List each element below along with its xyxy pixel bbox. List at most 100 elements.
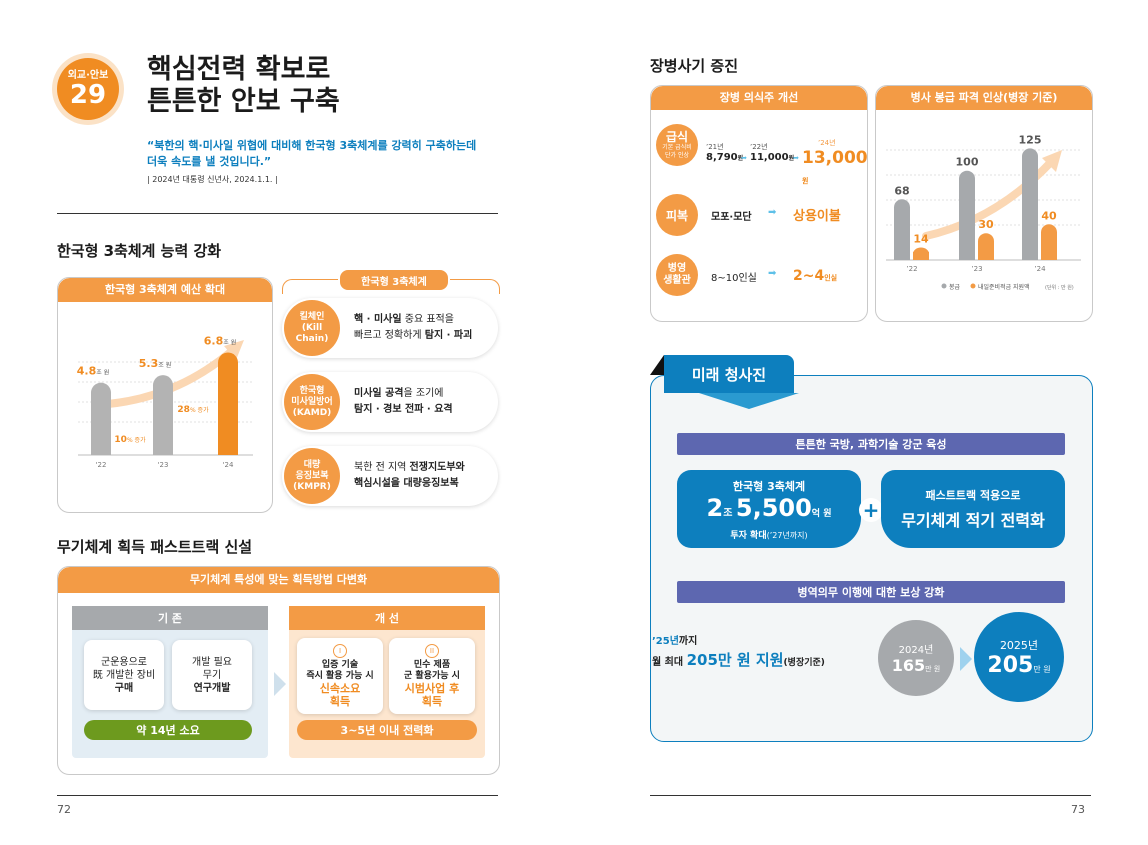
budget-bar <box>91 382 111 455</box>
system-item-tag-line: 미사일방어 <box>291 396 333 407</box>
support-note: (병장기준) <box>783 658 825 668</box>
improved-header: 개 선 <box>289 606 485 630</box>
budget-chart-header: 한국형 3축체계 예산 확대 <box>58 278 272 302</box>
future-badge-tab <box>650 355 664 375</box>
salary-bar <box>894 199 910 260</box>
fasttrack-box: 무기체계 특성에 맞는 획득방법 다변화 기 존 군운용으로 既 개발한 장비 구매… <box>57 566 500 775</box>
arrow-icon: ➡ <box>768 207 777 218</box>
system-item-text-bold: 전쟁지도부와 <box>409 462 465 473</box>
life-header: 장병 의식주 개선 <box>651 86 867 110</box>
tag-barracks-line2: 생활관 <box>663 275 691 286</box>
meal-2021-value: 8,790 <box>706 152 738 163</box>
quote: “북한의 핵·미사일 위협에 대비해 한국형 3축체계를 강력히 구축하는데 더… <box>147 138 476 170</box>
plus-icon: + <box>859 498 883 522</box>
system-item-tag-line: 킬체인 <box>299 311 325 322</box>
salary-2024-circle: 2024년 165만 원 <box>878 620 954 696</box>
page-title: 핵심전력 확보로 튼튼한 안보 구축 <box>147 54 340 118</box>
quote-line1: “북한의 핵·미사일 위협에 대비해 한국형 3축체계를 강력히 구축하는데 <box>147 139 477 152</box>
tag-clothing: 피복 <box>656 194 698 236</box>
budget-value-label: 4.8조 원 <box>77 365 109 378</box>
left-page: 외교·안보 29 핵심전력 확보로 튼튼한 안보 구축 “북한의 핵·미사일 위… <box>52 53 500 816</box>
future-box2: 패스트트랙 적용으로 무기체계 적기 전력화 <box>881 470 1065 548</box>
meal-2024-unit: 원 <box>802 177 809 185</box>
budget-chart-card: 한국형 3축체계 예산 확대 4.8조 원 '22 5.3조 원 '23 6.8조 원 '… <box>57 277 273 513</box>
tag-barracks-line1: 병영 <box>667 263 687 274</box>
badge-label: 외교·안보 <box>67 69 109 81</box>
salary-value-label: 100 <box>956 156 979 169</box>
system-item-text-bold: 탐지 · 경보 전파 · 요격 <box>354 404 453 415</box>
title-line1: 핵심전력 확보로 <box>147 54 331 85</box>
future-badge-label: 미래 청사진 <box>691 365 767 384</box>
improved-panel: 개 선 I 입증 기술 즉시 활용 가능 시 신속소요 획득 II 민수 제품 군 활용가능 … <box>289 606 485 758</box>
tag-barracks: 병영 생활관 <box>656 254 698 296</box>
salary-card: 병사 봉급 파격 인상(병장 기준) 68 100 125 14 30 40 ’22 ’23 ’… <box>875 85 1093 322</box>
section1-title: 한국형 3축체계 능력 강화 <box>57 242 222 260</box>
future-bar1: 튼튼한 국방, 과학기술 강군 육성 <box>677 433 1065 455</box>
improved-card-line: 입증 기술 <box>321 660 359 670</box>
plus-label: + <box>862 498 880 522</box>
support-year: ’25년 <box>652 636 679 647</box>
salary-bar-base <box>978 252 994 260</box>
tag-meal-label: 급식 <box>665 129 689 144</box>
divider-bottom-left <box>57 795 498 796</box>
system-item-text-bold: 핵심시설을 대량응징보복 <box>354 478 459 489</box>
growth-label: 28% 증가 <box>177 405 209 415</box>
meal-2024-year: ’24년 <box>818 139 836 147</box>
salary-bar <box>1022 148 1038 260</box>
title-line2: 튼튼한 안보 구축 <box>147 86 340 117</box>
system-item: 킬체인 (Kill Chain) 핵 · 미사일 중요 표적을 빠르고 정확하게 탐지… <box>282 298 498 358</box>
tag-meal-sub1: 기본 급식비 <box>662 143 692 151</box>
existing-card: 군운용으로 既 개발한 장비 구매 <box>84 640 164 710</box>
future-box1-line1: 한국형 3축체계 <box>732 479 806 493</box>
future-box1-unit2: 억 원 <box>811 508 832 519</box>
salary-2025-unit: 만 원 <box>1033 664 1051 674</box>
support-text: ’25년까지 월 최대 205만 원 지원(병장기준) <box>652 632 825 670</box>
future-box1-big2: 5,500 <box>735 493 812 522</box>
meal-2021: ’21년 8,790원 <box>706 142 743 163</box>
existing-card-line: 무기 <box>202 669 222 681</box>
clothing-to: 상용이불 <box>793 209 841 224</box>
future-box1-big1: 2 <box>706 493 724 522</box>
improved-card: I 입증 기술 즉시 활용 가능 시 신속소요 획득 <box>297 638 383 714</box>
salary-value-label: 68 <box>894 184 909 197</box>
improved-card-line: 획득 <box>329 695 351 708</box>
existing-card-line: 개발 필요 <box>192 656 232 668</box>
salary-2025-value: 205 <box>987 652 1034 678</box>
system-item: 대량 응징보복 (KMPR) 북한 전 지역 전쟁지도부와 핵심시설을 대량응징보복 <box>282 446 498 506</box>
salary-bar-base <box>894 252 910 260</box>
barracks-to-unit: 인실 <box>824 274 838 282</box>
budget-bar-base <box>218 445 238 455</box>
system-item-text-bold: 탐지 · 파괴 <box>424 330 473 341</box>
budget-chart: 4.8조 원 '22 5.3조 원 '23 6.8조 원 '24 10% 증가 28% 증가 <box>77 335 253 469</box>
system-item-tag-line: (Kill Chain) <box>295 322 329 344</box>
clothing-from: 모포·모단 <box>711 212 752 223</box>
right-section-title: 장병사기 증진 <box>650 57 739 75</box>
improved-card: II 민수 제품 군 활용가능 시 시범사업 후 획득 <box>389 638 475 714</box>
existing-card-line: 既 개발한 장비 <box>92 669 156 681</box>
system-item-text: 빠르고 정확하게 <box>354 330 425 341</box>
system-item: 한국형 미사일방어 (KAMD) 미사일 공격을 조기에 탐지 · 경보 전파 · 요격 <box>282 372 498 432</box>
section2-title: 무기체계 획득 패스트트랙 신설 <box>57 538 253 556</box>
trend-arrowhead-icon <box>224 340 244 360</box>
support-until: 까지 <box>678 636 698 647</box>
meal-2024: ’24년 13,000 원 <box>802 138 867 188</box>
future-badge-pointer <box>699 393 799 409</box>
budget-tick-label: '23 <box>158 461 169 469</box>
salary-2024-unit: 만 원 <box>925 665 941 673</box>
budget-bar-base <box>153 445 173 455</box>
salary-2025-year: 2025년 <box>999 638 1039 652</box>
page-number-right: 73 <box>1071 803 1085 816</box>
salary-bar-base <box>913 252 929 260</box>
meal-2022-value: 11,000 <box>750 152 789 163</box>
existing-card: 개발 필요 무기 연구개발 <box>172 640 252 710</box>
future-box2-line1: 패스트트랙 적용으로 <box>925 489 1021 502</box>
system-item-text-bold: 미사일 공격 <box>354 388 404 399</box>
system-item-text-bold: 핵 · 미사일 <box>354 314 402 325</box>
system-header: 한국형 3축체계 <box>338 268 450 292</box>
right-page: 장병사기 증진 장병 의식주 개선 급식 기본 급식비 단가 인상 ’21년 8… <box>574 0 1148 845</box>
meal-2022-year: ’22년 <box>750 143 768 151</box>
improved-card-line: 시범사업 후 <box>404 682 460 695</box>
fasttrack-header: 무기체계 특성에 맞는 획득방법 다변화 <box>58 567 499 593</box>
future-box1: 한국형 3축체계 2조 5,500억 원 투자 확대(’27년까지) <box>677 470 861 548</box>
salary-chart: 68 100 125 14 30 40 ’22 ’23 ’24 봉급 내일준비적금 지원액 (단위 :… <box>886 133 1081 291</box>
